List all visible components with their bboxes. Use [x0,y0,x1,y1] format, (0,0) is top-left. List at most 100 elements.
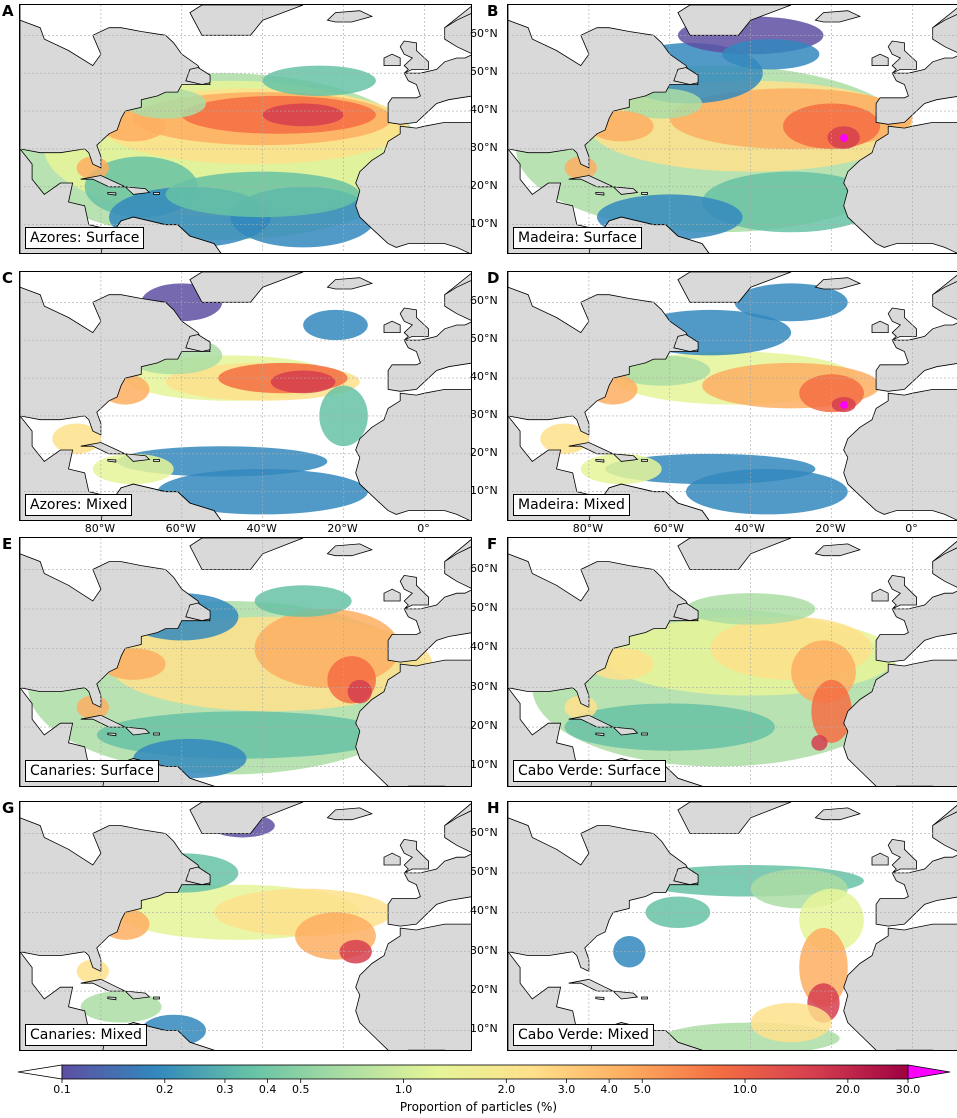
land-hispaniola [612,726,639,736]
land-hispaniola [612,990,639,1000]
land-jamaica [107,732,117,737]
land-newfoundland [185,67,211,85]
panel-b: Madeira: Surface [507,4,957,254]
land-puertoRico [641,996,648,1000]
land-masses [20,272,471,520]
land-puertoRico [641,732,648,736]
colorbar [17,1064,951,1083]
map-h [508,802,957,1050]
land-jamaica [595,996,605,1001]
map-f [508,538,957,786]
colorbar-gradient [61,1064,909,1080]
land-hispaniola [124,726,151,736]
land-britain [399,838,429,874]
latitude-tick-label: 40°N [470,370,498,384]
land-ireland [383,588,401,602]
land-puertoRico [153,192,160,195]
graticule [20,802,471,1050]
land-ireland [871,53,889,66]
longitude-tick-label: 20°W [815,522,846,535]
land-masses [20,538,471,786]
latitude-tick-label: 40°N [470,103,498,117]
land-britain [887,838,917,874]
land-newfoundland [673,602,699,622]
land-iceland [326,277,374,290]
latitude-tick-label: 30°N [470,140,498,154]
land-puertoRico [153,459,160,462]
latitude-tick-label: 60°N [470,294,498,308]
land-puertoRico [641,459,648,462]
land-hispaniola [124,186,151,195]
colorbar-extend-high [907,1064,951,1080]
colorbar-tick-label: 0.2 [156,1083,174,1096]
land-scandinavia [444,280,471,321]
land-scandinavia [932,547,957,588]
latitude-tick-label: 50°N [470,65,498,79]
land-iceland [326,807,374,821]
panel-f: Cabo Verde: Surface [507,537,957,787]
land-europe [875,274,957,392]
graticule [508,272,957,520]
land-jamaica [595,192,605,196]
latitude-tick-label: 50°N [470,332,498,346]
land-masses [20,5,471,253]
land-africa [355,122,471,253]
land-puertoRico [641,192,648,195]
panel-label-e: Canaries: Surface [25,760,159,782]
latitude-tick-label: 50°N [470,600,498,614]
land-hispaniola [124,453,151,462]
latitude-tick-label: 40°N [470,904,498,918]
longitude-tick-label: 80°W [572,522,604,535]
colorbar-tick-label: 10.0 [732,1083,758,1096]
panel-letter-c: C [2,269,14,287]
graticule [508,802,957,1050]
colorbar-tick-label: 20.0 [835,1083,861,1096]
land-iceland [326,10,374,23]
graticule [508,5,957,253]
panel-label-g: Canaries: Mixed [25,1024,147,1046]
land-europe [387,273,471,392]
land-britain [887,40,917,74]
graticule [20,272,471,520]
latitude-tick-label: 40°N [470,640,498,654]
land-ireland [383,852,401,866]
land-europe [387,6,471,125]
land-puertoRico [153,732,160,736]
land-masses [508,272,957,520]
land-scandinavia [932,811,957,852]
land-puertoRico [153,996,160,1000]
land-britain [399,40,429,74]
land-hispaniola [124,990,151,1000]
land-scandinavia [444,546,471,589]
panel-label-h: Cabo Verde: Mixed [513,1024,654,1046]
land-ireland [383,53,401,66]
land-iceland [814,277,862,290]
colorbar-tick-label: 0.1 [53,1083,71,1096]
land-ireland [871,588,889,602]
release-site-marker [840,400,849,409]
land-newfoundland [673,866,699,886]
land-britain [399,307,429,341]
panel-letter-f: F [487,535,498,553]
density-region [702,171,881,233]
longitude-tick-label: 20°W [327,522,358,535]
land-africa [843,923,957,1050]
longitude-tick-label: 60°W [165,522,196,535]
graticule [20,5,471,253]
land-africa [843,659,957,786]
map-c [20,272,471,520]
land-iceland [814,807,862,821]
land-africa [355,389,471,520]
land-ireland [871,320,889,333]
map-d [508,272,957,520]
latitude-tick-label: 20°N [470,445,498,459]
land-masses [508,802,957,1050]
colorbar-tick-label: 2.0 [497,1083,516,1096]
density-region [80,991,162,1023]
colorbar-extend-low [17,1064,63,1080]
land-europe [875,7,957,125]
panel-h: Cabo Verde: Mixed [507,801,957,1051]
land-scandinavia [932,281,957,320]
panel-label-b: Madeira: Surface [513,227,642,249]
map-g [20,802,471,1050]
